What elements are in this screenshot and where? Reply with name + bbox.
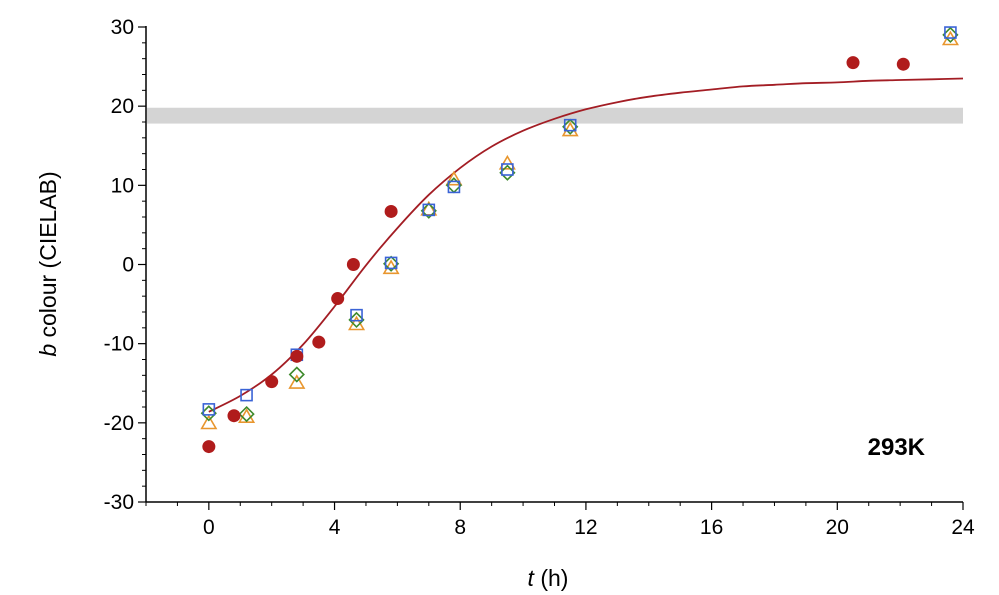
data-point-diamond-open-9 <box>942 26 959 44</box>
data-point-square-open-4 <box>384 256 398 270</box>
data-point-triangle-open-2 <box>288 374 306 389</box>
data-point-circle-filled-5 <box>331 292 345 306</box>
data-point-square-open-3 <box>350 308 363 322</box>
y-tick-label--30: -30 <box>104 491 134 514</box>
x-axis-label-unit: (h) <box>534 565 569 591</box>
axis-tick-labels: 0 4 8 12 16 20 24 -30 -20 -10 0 10 20 30 <box>104 16 975 539</box>
y-tick-label-30: 30 <box>111 16 134 39</box>
x-axis-label: t (h) <box>528 565 569 591</box>
y-axis-label-rest: colour (CIELAB) <box>35 171 61 344</box>
data-point-circle-filled-9 <box>896 57 910 71</box>
reference-band-layer <box>147 107 963 124</box>
x-tick-label-16: 16 <box>700 516 723 539</box>
axis-ticks <box>138 26 964 510</box>
x-tick-label-20: 20 <box>826 516 849 539</box>
data-point-triangle-open-6 <box>445 170 463 186</box>
y-tick-label--10: -10 <box>104 333 134 356</box>
y-tick-label-0: 0 <box>122 254 134 277</box>
data-point-diamond-open-5 <box>420 202 437 219</box>
y-tick-label--20: -20 <box>104 412 134 435</box>
data-point-circle-filled-4 <box>312 335 326 349</box>
x-axis-label-variable: t <box>528 565 536 591</box>
data-point-circle-filled-2 <box>265 375 279 389</box>
data-point-diamond-open-1 <box>238 405 255 423</box>
reference-band <box>147 107 963 124</box>
data-point-circle-filled-1 <box>227 409 241 423</box>
data-point-square-open-6 <box>447 180 461 194</box>
data-point-triangle-open-1 <box>238 408 256 424</box>
data-point-circle-filled-7 <box>384 204 398 218</box>
data-point-circle-filled-6 <box>346 258 360 271</box>
y-tick-label-10: 10 <box>111 174 134 197</box>
y-axis-label: b colour (CIELAB) <box>35 171 61 356</box>
data-point-circle-filled-8 <box>846 56 860 70</box>
annotation-temperature: 293K <box>868 434 926 461</box>
fit-curve-layer <box>208 77 964 413</box>
y-axis-label-variable: b <box>35 344 61 357</box>
plot-frame <box>145 26 963 503</box>
data-point-circle-filled-0 <box>202 440 216 454</box>
data-point-square-open-0 <box>202 403 216 416</box>
data-point-square-open-7 <box>501 163 514 176</box>
data-point-triangle-open-0 <box>200 414 218 430</box>
data-point-square-open-1 <box>240 388 253 402</box>
data-point-diamond-open-2 <box>288 366 305 383</box>
data-point-square-open-5 <box>422 203 436 217</box>
x-tick-label-0: 0 <box>203 516 215 539</box>
x-tick-label-24: 24 <box>951 516 975 539</box>
data-points-layer <box>200 26 959 454</box>
x-tick-label-4: 4 <box>329 516 341 539</box>
x-tick-label-8: 8 <box>454 516 466 539</box>
data-point-triangle-open-7 <box>498 154 516 170</box>
data-point-diamond-open-4 <box>382 255 400 272</box>
data-point-square-open-8 <box>563 118 577 132</box>
y-tick-label-20: 20 <box>111 95 134 118</box>
data-point-circle-filled-3 <box>290 349 304 363</box>
data-point-square-open-9 <box>944 26 957 39</box>
fit-curve <box>208 77 964 413</box>
x-tick-label-12: 12 <box>574 516 597 539</box>
data-point-diamond-open-8 <box>562 118 579 135</box>
